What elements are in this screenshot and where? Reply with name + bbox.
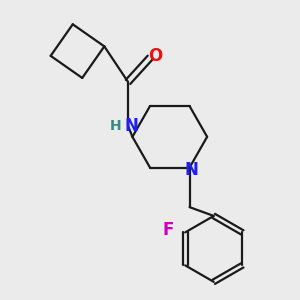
- Text: F: F: [163, 221, 174, 239]
- Text: N: N: [185, 161, 199, 179]
- Text: O: O: [148, 46, 163, 64]
- Text: H: H: [110, 119, 122, 133]
- Text: N: N: [124, 117, 139, 135]
